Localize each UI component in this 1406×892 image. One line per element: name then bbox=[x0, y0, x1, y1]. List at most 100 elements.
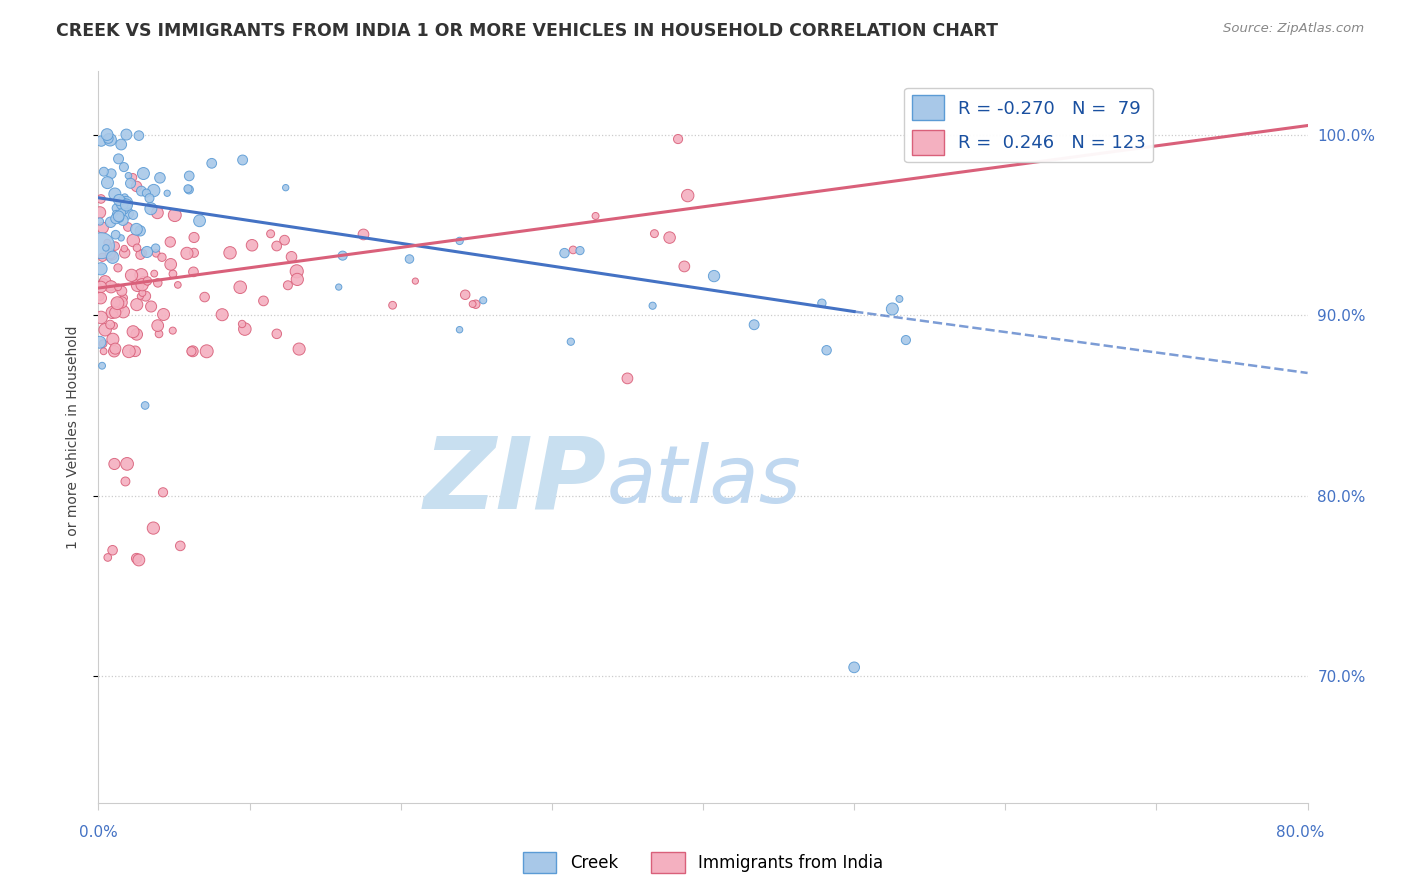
Point bbox=[180, 344, 202, 359]
Point bbox=[101, 543, 124, 558]
Point bbox=[673, 260, 696, 274]
Point bbox=[641, 299, 664, 313]
Point bbox=[93, 344, 115, 359]
Point bbox=[97, 550, 120, 565]
Point bbox=[135, 186, 157, 200]
Point bbox=[132, 274, 155, 288]
Point bbox=[125, 241, 148, 255]
Point bbox=[148, 326, 170, 341]
Point bbox=[616, 371, 638, 385]
Point bbox=[125, 327, 148, 342]
Point bbox=[585, 209, 607, 223]
Point bbox=[122, 234, 145, 248]
Point bbox=[107, 280, 129, 294]
Point bbox=[125, 298, 148, 312]
Point bbox=[266, 326, 288, 341]
Point bbox=[285, 264, 308, 278]
Point bbox=[146, 276, 169, 290]
Point bbox=[259, 227, 281, 241]
Point bbox=[127, 278, 149, 293]
Point bbox=[103, 457, 125, 471]
Point bbox=[91, 220, 114, 235]
Point bbox=[115, 128, 138, 142]
Point bbox=[104, 211, 127, 226]
Point bbox=[219, 245, 242, 260]
Point bbox=[97, 131, 120, 145]
Point bbox=[162, 324, 184, 338]
Point bbox=[104, 227, 127, 242]
Y-axis label: 1 or more Vehicles in Household: 1 or more Vehicles in Household bbox=[66, 326, 80, 549]
Point bbox=[125, 222, 148, 236]
Point bbox=[112, 160, 135, 174]
Point bbox=[98, 247, 121, 261]
Point bbox=[404, 274, 426, 288]
Point bbox=[112, 291, 135, 305]
Point bbox=[266, 239, 288, 253]
Point bbox=[100, 215, 122, 229]
Point bbox=[91, 359, 114, 373]
Point bbox=[129, 268, 152, 282]
Point bbox=[894, 333, 917, 347]
Point bbox=[114, 203, 136, 218]
Point bbox=[100, 167, 122, 181]
Point bbox=[94, 323, 117, 337]
Point bbox=[139, 202, 162, 216]
Point bbox=[461, 297, 484, 311]
Point bbox=[889, 292, 911, 306]
Point bbox=[353, 227, 375, 242]
Point bbox=[152, 485, 174, 500]
Point bbox=[454, 287, 477, 301]
Point bbox=[844, 660, 866, 674]
Point bbox=[169, 539, 191, 553]
Point bbox=[159, 235, 181, 249]
Point bbox=[96, 176, 118, 190]
Point bbox=[105, 207, 128, 221]
Point bbox=[553, 246, 575, 260]
Point bbox=[139, 300, 162, 314]
Point bbox=[569, 244, 592, 258]
Point bbox=[815, 343, 838, 358]
Point bbox=[90, 238, 112, 252]
Point bbox=[104, 305, 127, 319]
Point bbox=[90, 291, 112, 305]
Point bbox=[115, 457, 138, 471]
Point bbox=[125, 179, 148, 194]
Point bbox=[117, 219, 139, 234]
Point bbox=[96, 235, 118, 250]
Text: 80.0%: 80.0% bbox=[1277, 825, 1324, 840]
Point bbox=[108, 211, 131, 225]
Point bbox=[183, 265, 205, 279]
Point bbox=[179, 169, 201, 183]
Point bbox=[89, 214, 111, 228]
Point bbox=[121, 268, 143, 283]
Point bbox=[132, 246, 155, 260]
Point bbox=[472, 293, 495, 308]
Point bbox=[125, 551, 148, 566]
Point bbox=[129, 224, 152, 238]
Point bbox=[143, 267, 166, 281]
Point bbox=[464, 297, 486, 311]
Point bbox=[328, 280, 350, 294]
Point bbox=[274, 180, 297, 194]
Point bbox=[229, 280, 252, 294]
Point bbox=[142, 521, 165, 535]
Text: ZIP: ZIP bbox=[423, 433, 606, 530]
Point bbox=[136, 244, 159, 259]
Point bbox=[183, 245, 205, 260]
Point bbox=[107, 296, 129, 310]
Point bbox=[100, 280, 122, 294]
Point bbox=[114, 475, 136, 489]
Point bbox=[91, 336, 114, 351]
Point bbox=[676, 188, 699, 202]
Point bbox=[449, 323, 471, 337]
Point bbox=[112, 304, 135, 318]
Text: CREEK VS IMMIGRANTS FROM INDIA 1 OR MORE VEHICLES IN HOUSEHOLD CORRELATION CHART: CREEK VS IMMIGRANTS FROM INDIA 1 OR MORE… bbox=[56, 22, 998, 40]
Point bbox=[159, 257, 181, 271]
Point bbox=[112, 242, 135, 256]
Point bbox=[122, 208, 145, 222]
Point bbox=[136, 275, 159, 289]
Point bbox=[104, 295, 127, 310]
Point bbox=[273, 233, 295, 247]
Point bbox=[132, 167, 155, 181]
Point bbox=[136, 274, 159, 288]
